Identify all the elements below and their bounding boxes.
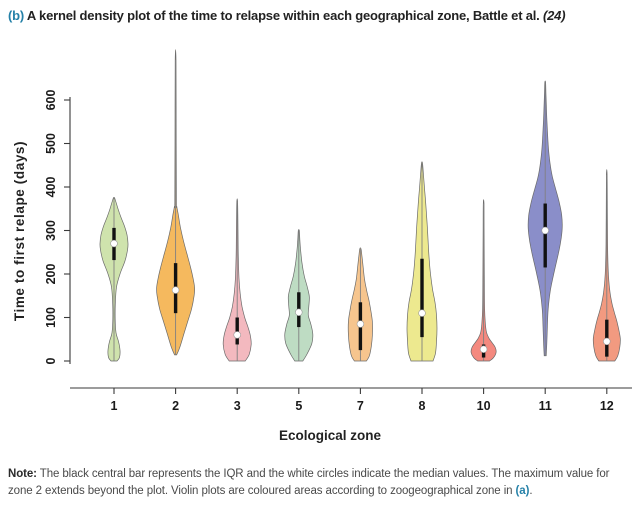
violin-zone-7 — [347, 247, 373, 362]
y-tick-label-600: 600 — [44, 90, 58, 111]
figure-caption: (b) A kernel density plot of the time to… — [8, 8, 628, 24]
figure-caption-tag: (b) — [8, 8, 24, 23]
x-tick-label-8: 8 — [419, 399, 426, 413]
x-tick-label-5: 5 — [295, 399, 302, 413]
median-dot-zone-11 — [541, 226, 549, 235]
y-tick-label-200: 200 — [44, 264, 58, 285]
violin-zone-12 — [592, 169, 621, 362]
y-tick-label-0: 0 — [44, 357, 58, 364]
x-tick-label-10: 10 — [477, 399, 491, 413]
median-dot-zone-1 — [110, 239, 118, 248]
x-tick-label-3: 3 — [234, 399, 241, 413]
x-tick-label-2: 2 — [172, 399, 179, 413]
note-text-end: . — [529, 484, 533, 497]
median-dot-zone-2 — [171, 286, 180, 294]
median-dot-zone-3 — [233, 331, 241, 339]
violin-zone-1 — [99, 197, 129, 362]
y-tick-label-300: 300 — [44, 220, 58, 241]
note-text: The black central bar represents the IQR… — [8, 468, 610, 497]
x-axis-ticks: 1 2 3 5 7 8 10 11 12 — [111, 388, 614, 413]
y-axis-title: Time to first relape (days) — [12, 141, 27, 321]
median-dot-zone-10 — [479, 345, 488, 353]
x-tick-label-1: 1 — [111, 399, 118, 413]
median-dot-zone-7 — [356, 320, 365, 328]
median-dot-zone-5 — [295, 308, 303, 316]
violin-zone-10 — [470, 199, 497, 362]
note-link: (a) — [515, 484, 530, 497]
y-tick-label-500: 500 — [44, 133, 58, 154]
note-label: Note: — [8, 468, 37, 480]
y-tick-label-100: 100 — [44, 307, 58, 328]
median-dot-zone-12 — [603, 337, 611, 346]
y-tick-label-400: 400 — [44, 177, 58, 198]
y-axis-ticks: 0 100 200 300 400 500 600 — [44, 90, 70, 364]
violin-zone-3 — [222, 198, 252, 362]
x-axis-title: Ecological zone — [279, 428, 382, 443]
figure-caption-citation: (24) — [543, 8, 566, 23]
x-tick-label-7: 7 — [357, 399, 364, 413]
x-tick-label-12: 12 — [600, 399, 614, 413]
violin-zone-2 — [156, 49, 196, 356]
x-tick-label-11: 11 — [539, 399, 552, 413]
violin-zone-5 — [284, 229, 314, 362]
violin-zone-11 — [527, 80, 563, 357]
figure-note: Note: The black central bar represents t… — [8, 466, 632, 499]
violins — [99, 49, 621, 362]
violin-zone-8 — [406, 161, 438, 362]
median-dot-zone-8 — [418, 309, 426, 317]
figure-caption-text: A kernel density plot of the time to rel… — [24, 8, 544, 23]
